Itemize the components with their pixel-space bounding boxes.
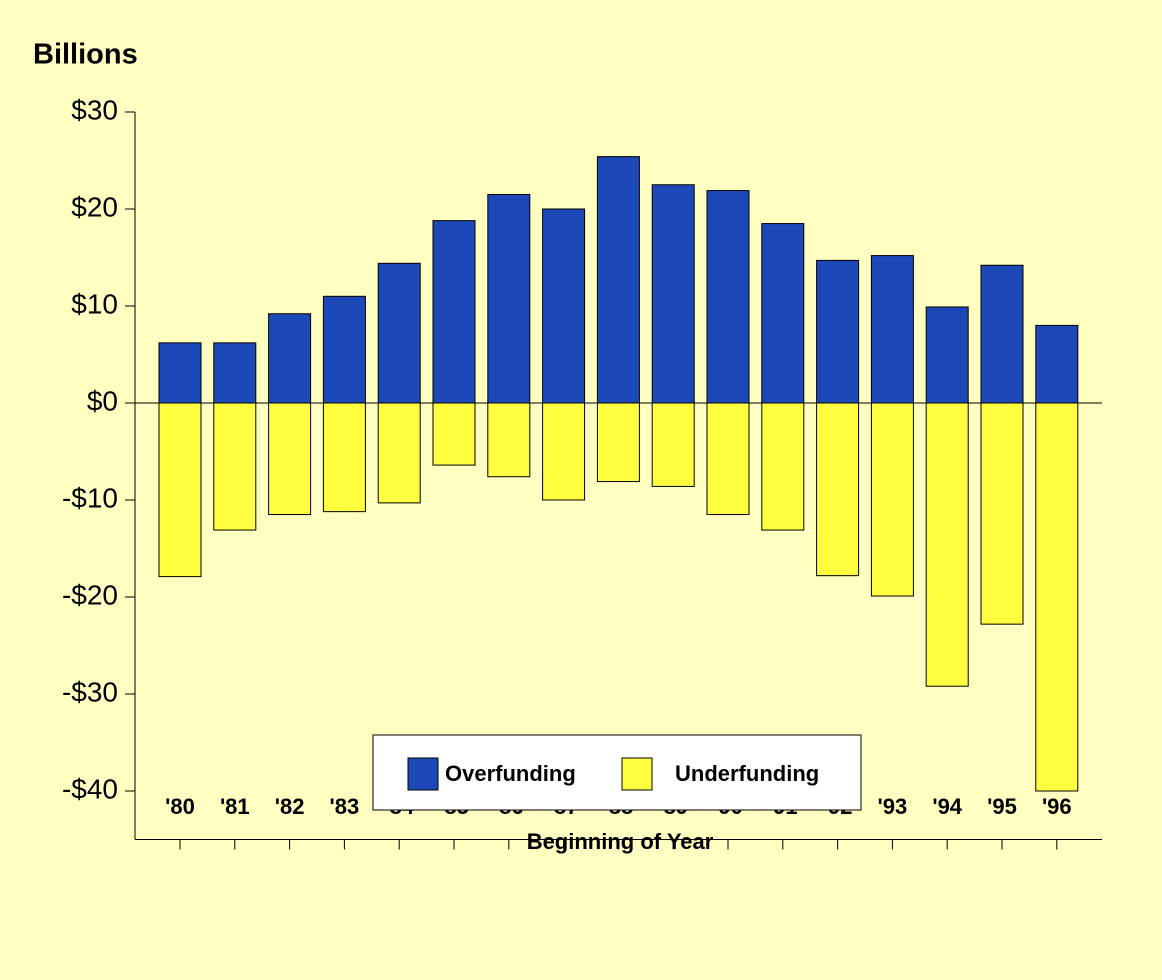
y-tick-label: -$30 (62, 676, 118, 707)
bar (816, 259, 860, 404)
bar (322, 402, 366, 513)
bar (925, 306, 969, 404)
legend-box (372, 734, 862, 811)
bar (213, 342, 257, 404)
x-tick-label: '93 (878, 794, 908, 819)
legend-swatch (621, 757, 653, 791)
chart-title: Billions (33, 39, 138, 71)
y-tick-label: -$40 (62, 773, 118, 804)
bar (651, 184, 695, 404)
x-tick-label: '96 (1042, 794, 1072, 819)
legend-label: Underfunding (675, 761, 819, 786)
x-tick-label: '94 (932, 794, 962, 819)
x-tick-label: '83 (330, 794, 360, 819)
x-tick-label: '81 (220, 794, 250, 819)
bar (980, 264, 1024, 404)
legend-swatch (407, 757, 439, 791)
bar (542, 208, 586, 404)
bar (377, 262, 421, 404)
y-tick-label: $30 (71, 94, 118, 125)
bar (706, 190, 750, 404)
bar (213, 402, 257, 531)
y-tick-label: $0 (87, 385, 118, 416)
bar (1035, 402, 1079, 792)
bar (1035, 324, 1079, 404)
x-axis-label: Beginning of Year (527, 829, 714, 854)
bar (322, 295, 366, 404)
bar (816, 402, 860, 577)
bar (596, 402, 640, 483)
bar (761, 402, 805, 531)
bar (706, 402, 750, 516)
x-tick-label: '82 (275, 794, 305, 819)
bar (432, 402, 476, 466)
x-tick-label: '95 (987, 794, 1017, 819)
bar (761, 223, 805, 404)
bar (377, 402, 421, 504)
bar (432, 220, 476, 404)
bar (542, 402, 586, 501)
bar (870, 402, 914, 597)
y-tick-label: -$20 (62, 579, 118, 610)
bar (980, 402, 1024, 625)
bar (268, 313, 312, 404)
bar (925, 402, 969, 687)
y-tick-label: $10 (71, 288, 118, 319)
y-tick-label: -$10 (62, 482, 118, 513)
bar (487, 193, 531, 404)
bar (158, 402, 202, 578)
bar (268, 402, 312, 516)
bar (158, 342, 202, 404)
bar (487, 402, 531, 478)
bar (596, 156, 640, 404)
y-tick-label: $20 (71, 191, 118, 222)
x-tick-label: '80 (165, 794, 195, 819)
bar (651, 402, 695, 487)
bar (870, 255, 914, 404)
legend-label: Overfunding (445, 761, 576, 786)
